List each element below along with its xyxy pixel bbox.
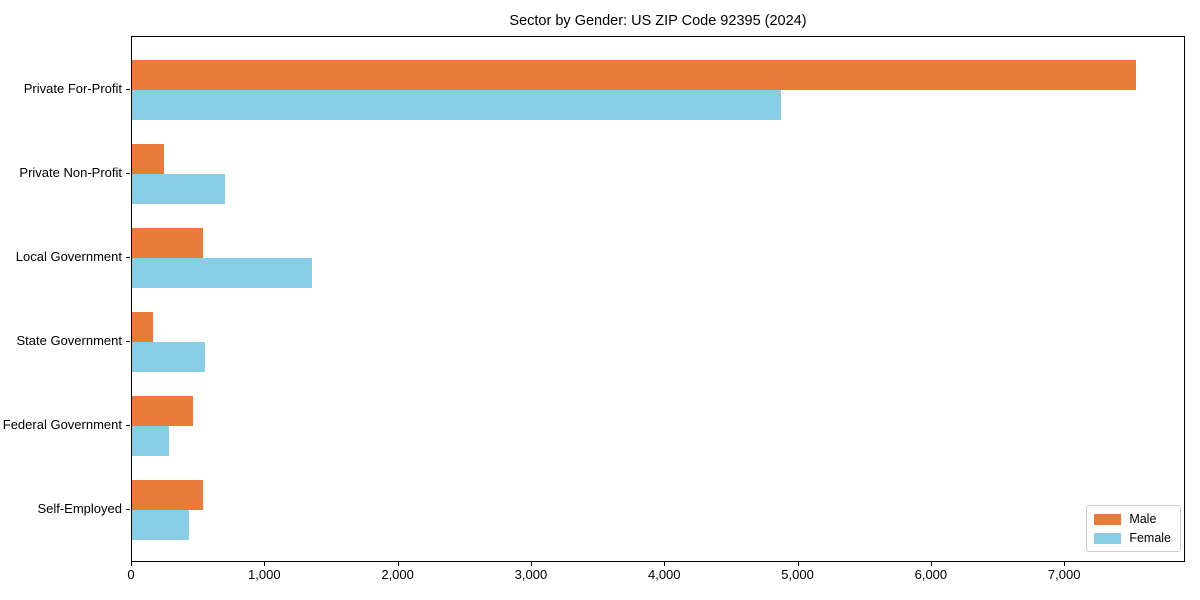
y-tick-mark-2: [126, 257, 130, 259]
x-tick-label-3: 3,000: [514, 567, 548, 582]
x-tick-mark-2: [397, 562, 399, 566]
x-tick-label-2: 2,000: [381, 567, 414, 582]
x-tick-label-5: 5,000: [781, 567, 814, 582]
y-tick-mark-0: [126, 89, 130, 91]
legend-item-male: Male: [1094, 512, 1171, 526]
legend-label-male: Male: [1129, 512, 1157, 526]
chart-title: Sector by Gender: US ZIP Code 92395 (202…: [509, 13, 807, 29]
y-tick-mark-4: [126, 424, 130, 426]
bar-male-3: [132, 311, 154, 342]
bar-female-4: [132, 425, 170, 456]
bar-male-4: [132, 395, 194, 426]
y-tick-mark-1: [126, 173, 130, 175]
x-tick-mark-3: [530, 562, 532, 566]
bar-male-0: [132, 60, 1136, 91]
y-tick-label-1: Private Non-Profit: [19, 165, 122, 181]
x-tick-label-0: 0: [127, 567, 135, 582]
legend-label-female: Female: [1129, 531, 1171, 545]
x-tick-mark-0: [131, 562, 132, 566]
y-tick-label-0: Private For-Profit: [23, 81, 122, 97]
y-tick-label-2: Local Government: [15, 249, 122, 265]
x-tick-mark-4: [664, 562, 666, 566]
bar-female-3: [132, 341, 206, 372]
plot-area: Male Female: [131, 36, 1185, 562]
y-tick-label-3: State Government: [16, 332, 123, 348]
x-tick-mark-1: [264, 562, 266, 566]
bar-male-5: [132, 479, 203, 510]
legend: Male Female: [1086, 505, 1181, 552]
legend-item-female: Female: [1094, 531, 1171, 545]
bar-female-0: [132, 90, 782, 121]
bar-female-1: [132, 174, 226, 205]
x-tick-label-4: 4,000: [647, 567, 681, 582]
x-tick-label-1: 1,000: [248, 567, 281, 582]
y-tick-label-5: Self-Employed: [37, 500, 122, 516]
x-tick-mark-6: [930, 562, 932, 566]
bar-female-2: [132, 258, 312, 289]
x-tick-mark-7: [1064, 562, 1066, 566]
x-tick-label-6: 6,000: [914, 567, 948, 582]
bar-male-1: [132, 144, 164, 175]
female-series-swatch: [1094, 532, 1122, 544]
male-series-swatch: [1094, 513, 1122, 525]
y-tick-mark-3: [126, 340, 130, 342]
x-tick-label-7: 7,000: [1047, 567, 1081, 582]
x-tick-mark-5: [797, 562, 799, 566]
y-tick-label-4: Federal Government: [2, 416, 122, 432]
bar-female-5: [132, 509, 190, 540]
bar-male-2: [132, 228, 203, 259]
y-tick-mark-5: [126, 508, 130, 510]
